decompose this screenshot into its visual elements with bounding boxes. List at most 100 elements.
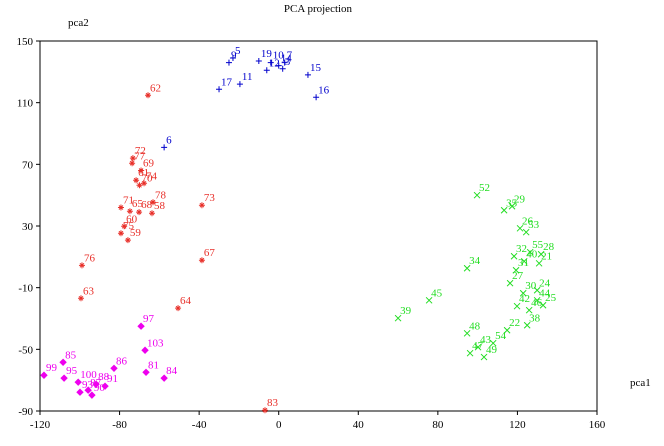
- point: [510, 252, 518, 260]
- point-label: 24: [539, 277, 551, 289]
- point-label: 68: [141, 199, 153, 211]
- point-label: 53: [528, 219, 540, 231]
- point-label: 17: [221, 76, 233, 88]
- point-label: 64: [180, 295, 192, 307]
- point-label: 3: [285, 56, 291, 68]
- point-label: 35: [506, 197, 517, 209]
- point: [141, 180, 148, 187]
- point-label: 7: [287, 50, 293, 62]
- point: [161, 144, 168, 151]
- point: [148, 210, 155, 217]
- point-label: 40: [526, 248, 538, 260]
- point: [40, 371, 48, 379]
- point-label: 19: [261, 48, 273, 60]
- point: [145, 92, 152, 99]
- point: [129, 160, 136, 167]
- point: [520, 257, 528, 265]
- point-label: 44: [539, 287, 551, 299]
- point-label: 69: [143, 158, 155, 170]
- point: [117, 230, 124, 237]
- point-label: 39: [400, 305, 412, 317]
- point-label: 46: [531, 297, 543, 309]
- y-tick-label: -90: [18, 406, 33, 418]
- point-label: 71: [123, 195, 134, 207]
- y-tick-label: 70: [22, 159, 34, 171]
- point-label: 54: [495, 330, 507, 342]
- x-tick-label: -40: [192, 419, 207, 431]
- point-label: 87: [90, 377, 102, 389]
- point-label: 27: [512, 270, 524, 282]
- point: [76, 388, 84, 396]
- y-tick-label: -10: [18, 283, 33, 295]
- point-label: 61: [138, 167, 149, 179]
- chart-title: PCA projection: [284, 3, 353, 15]
- point: [133, 177, 140, 184]
- point: [229, 54, 236, 61]
- point: [121, 223, 128, 230]
- point: [267, 59, 274, 66]
- point: [84, 386, 92, 394]
- point-label: 65: [132, 198, 144, 210]
- point-label: 49: [486, 344, 498, 356]
- point: [537, 250, 545, 258]
- point: [279, 65, 286, 72]
- point: [124, 237, 131, 244]
- point: [473, 191, 481, 199]
- point-label: 31: [518, 257, 529, 269]
- point-label: 78: [155, 189, 167, 201]
- point-label: 21: [541, 250, 552, 262]
- point: [533, 286, 541, 294]
- point: [508, 202, 516, 210]
- x-axis-label: pca1: [630, 377, 651, 389]
- x-tick-label: -120: [30, 419, 51, 431]
- point: [535, 259, 543, 267]
- point-label: 77: [134, 150, 146, 162]
- point-label: 5: [235, 45, 241, 57]
- point-label: 59: [130, 227, 142, 239]
- point-label: 55: [532, 239, 544, 251]
- point: [500, 206, 508, 214]
- point: [394, 314, 402, 322]
- point: [466, 349, 474, 357]
- point-label: 29: [514, 193, 526, 205]
- point: [512, 266, 520, 274]
- point-label: 63: [83, 285, 95, 297]
- point: [480, 353, 488, 361]
- point-label: 22: [509, 317, 520, 329]
- point-label: 88: [98, 371, 110, 383]
- point-label: 25: [545, 292, 557, 304]
- point-label: 11: [242, 71, 253, 83]
- point-label: 60: [126, 213, 138, 225]
- point: [463, 264, 471, 272]
- point-label: 85: [65, 349, 77, 361]
- point-label: 86: [116, 355, 128, 367]
- point: [129, 155, 136, 162]
- point-label: 28: [543, 241, 555, 253]
- y-tick-label: 110: [17, 98, 34, 110]
- x-tick-label: 160: [589, 419, 606, 431]
- y-tick-label: -50: [18, 344, 33, 356]
- point-label: 91: [107, 373, 118, 385]
- point: [281, 59, 288, 66]
- x-tick-label: 80: [432, 419, 444, 431]
- point: [141, 346, 149, 354]
- point: [463, 329, 471, 337]
- x-tick-label: 40: [353, 419, 365, 431]
- point: [136, 182, 143, 189]
- point: [160, 374, 168, 382]
- y-axis-label: pca2: [68, 17, 89, 29]
- point: [142, 368, 150, 377]
- point: [275, 62, 282, 69]
- point-label: 97: [143, 313, 155, 325]
- y-tick-label: 150: [17, 36, 34, 48]
- point-label: 52: [479, 182, 490, 194]
- point: [522, 228, 530, 236]
- point-label: 48: [469, 320, 481, 332]
- point: [92, 380, 100, 388]
- point: [137, 322, 145, 330]
- point: [474, 343, 482, 351]
- point: [506, 279, 514, 287]
- point: [304, 71, 311, 78]
- point-label: 42: [519, 293, 530, 305]
